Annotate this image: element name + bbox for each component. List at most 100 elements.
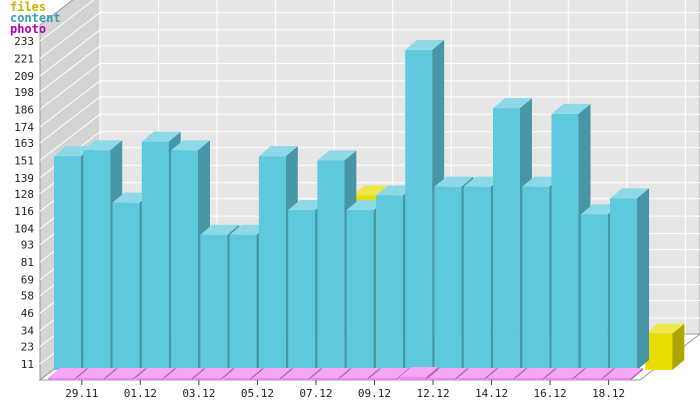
bar-photo-top <box>194 368 234 378</box>
bar-photo-front <box>574 378 602 380</box>
y-tick-label: 93 <box>21 239 34 252</box>
bar-photo <box>282 368 322 380</box>
bar-files-top <box>645 323 685 334</box>
bar-photo-front <box>135 378 163 380</box>
bar-content-front <box>112 202 140 370</box>
x-tick-label: 05.12 <box>241 387 274 400</box>
y-tick-label: 58 <box>21 290 34 303</box>
bar-photo-top <box>135 368 175 378</box>
y-tick-label: 186 <box>14 103 34 116</box>
bar-photo-side <box>74 368 87 380</box>
bar-photo-side <box>104 368 117 380</box>
bar-photo-top <box>223 368 263 378</box>
x-tick-label: 03.12 <box>182 387 215 400</box>
bar-photo-top <box>369 368 409 378</box>
bar-photo-top <box>340 368 380 378</box>
bar-photo-side <box>455 368 468 380</box>
bar-content-top <box>551 103 591 114</box>
bar-content-front <box>463 186 491 370</box>
bar-photo-side <box>513 368 526 380</box>
bar-photo-front <box>194 378 222 380</box>
y-tick-label: 209 <box>14 70 34 83</box>
bar-photo-front <box>223 378 251 380</box>
bar-photo-side <box>543 368 556 380</box>
bar-photo-front <box>77 378 105 380</box>
bar-files <box>645 323 685 370</box>
bar-photo <box>428 368 468 380</box>
x-tick-label: 18.12 <box>592 387 625 400</box>
bar-photo <box>77 368 117 380</box>
bar-photo-side <box>367 368 380 380</box>
bar-photo-front <box>48 378 75 380</box>
legend-item-photo: photo <box>10 22 46 36</box>
bar-content-top <box>522 176 562 187</box>
bar-photo-side <box>631 368 644 380</box>
y-tick-label: 104 <box>14 223 34 236</box>
bar-photo-top <box>516 368 556 378</box>
bar-photo-side <box>250 368 263 380</box>
bar-photo <box>516 368 556 380</box>
bar-content-top <box>288 199 328 210</box>
legend-item-files: files <box>10 0 46 14</box>
bar-photo-front <box>282 378 310 380</box>
bar-content-top <box>434 176 474 187</box>
bar-content-front <box>200 234 228 370</box>
bar-photo-side <box>309 368 322 380</box>
y-tick-label: 151 <box>14 154 34 167</box>
bar-content-top <box>258 146 298 157</box>
bar-content-top <box>200 224 240 235</box>
x-tick-label: 01.12 <box>124 387 157 400</box>
y-tick-label: 34 <box>21 325 35 338</box>
bar-photo-side <box>572 368 585 380</box>
bar-content-front <box>375 195 403 370</box>
bar-content-front <box>54 156 81 370</box>
y-tick-label: 81 <box>21 256 34 269</box>
bar-photo-top <box>399 367 439 378</box>
bar-content-front <box>171 150 198 370</box>
bar-photo <box>135 368 175 380</box>
bar-content-front <box>258 156 286 370</box>
x-tick-label: 16.12 <box>534 387 567 400</box>
bar-content-front <box>229 234 257 370</box>
bar-content-top <box>493 98 532 109</box>
x-tick-label: 14.12 <box>475 387 508 400</box>
bar-photo <box>574 368 614 380</box>
bar-content <box>610 188 650 370</box>
legend-item-content: content <box>10 11 61 25</box>
bar-photo <box>194 368 234 380</box>
bar-photo <box>223 368 263 380</box>
y-tick-label: 221 <box>14 52 34 65</box>
y-tick-label: 69 <box>21 274 34 287</box>
bar-content-top <box>141 131 181 142</box>
bar-photo <box>340 368 380 380</box>
y-tick-label: 46 <box>21 307 34 320</box>
bar-photo-side <box>601 368 614 380</box>
bar-photo-front <box>340 378 368 380</box>
bar-content-front <box>346 209 374 370</box>
bar-content-top <box>54 146 93 157</box>
y-tick-label: 174 <box>14 121 34 134</box>
y-tick-label: 163 <box>14 137 34 150</box>
bar-content-front <box>434 186 462 370</box>
grid-line <box>39 0 95 42</box>
bar-photo <box>604 368 644 380</box>
bar-photo <box>165 368 204 380</box>
bar-content-front <box>317 160 345 370</box>
bar-content-top <box>463 176 503 187</box>
bar-photo <box>311 368 351 380</box>
x-tick-label: 29.11 <box>65 387 98 400</box>
bar-photo <box>399 367 439 380</box>
bar-content-top <box>229 224 269 235</box>
y-tick-label: 139 <box>14 172 34 185</box>
bar-photo-side <box>484 368 497 380</box>
bar-photo-side <box>279 368 292 380</box>
bar-content-front <box>288 209 316 370</box>
bar-content-side <box>637 188 650 370</box>
x-tick-label: 12.12 <box>416 387 449 400</box>
bar-photo-side <box>426 367 439 380</box>
bar-photo-front <box>457 378 485 380</box>
bar-photo <box>487 368 526 380</box>
bar-photo-top <box>48 368 87 378</box>
bars <box>48 39 685 380</box>
